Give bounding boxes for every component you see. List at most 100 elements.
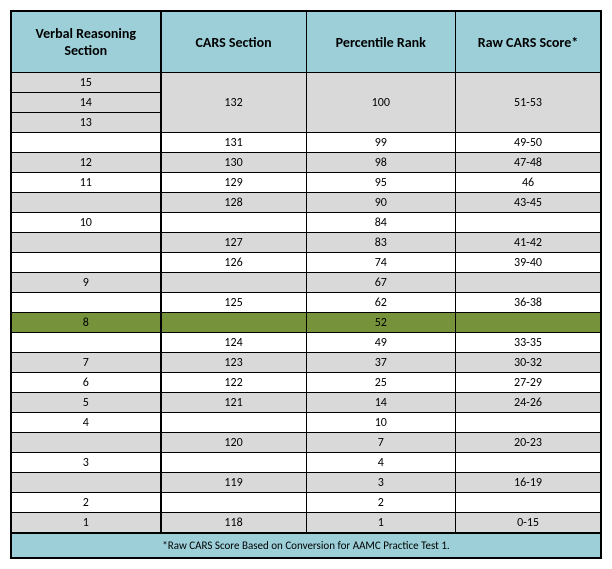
table-row: 119316-19: [11, 473, 601, 493]
table-cell: 10: [306, 413, 456, 433]
table-cell: 4: [11, 413, 161, 433]
table-cell: 74: [306, 253, 456, 273]
table-cell: 118: [161, 513, 306, 534]
table-cell: 125: [161, 293, 306, 313]
table-row: 1256236-38: [11, 293, 601, 313]
table-cell: [161, 273, 306, 293]
table-cell: [11, 133, 161, 153]
table-row: 1278341-42: [11, 233, 601, 253]
table-row: 34: [11, 453, 601, 473]
score-conversion-table: Verbal Reasoning Section CARS Section Pe…: [10, 10, 602, 559]
table-cell: 11: [11, 173, 161, 193]
table-row: 111299546: [11, 173, 601, 193]
table-cell: 12: [11, 153, 161, 173]
table-cell: 131: [161, 133, 306, 153]
table-row: 51211424-26: [11, 393, 601, 413]
table-row: 71233730-32: [11, 353, 601, 373]
table-cell: [11, 193, 161, 213]
table-cell: 15: [11, 73, 161, 93]
table-cell: 7: [11, 353, 161, 373]
table-cell: 52: [306, 313, 456, 333]
table-cell: 6: [11, 373, 161, 393]
table-cell: 49-50: [456, 133, 601, 153]
table-cell: 1: [306, 513, 456, 534]
table-cell: 3: [11, 453, 161, 473]
table-cell: 95: [306, 173, 456, 193]
footnote-text: *Raw CARS Score Based on Conversion for …: [11, 533, 601, 558]
table-cell: [11, 433, 161, 453]
table-row: 9 67: [11, 273, 601, 293]
table-cell: 9: [11, 273, 161, 293]
table-cell: 83: [306, 233, 456, 253]
table-cell: 99: [306, 133, 456, 153]
table-row: 120720-23: [11, 433, 601, 453]
table-cell: [161, 453, 306, 473]
table-row: 22: [11, 493, 601, 513]
table-cell: 10: [11, 213, 161, 233]
header-raw-cars-score: Raw CARS Score*: [456, 11, 601, 73]
table-cell: 43-45: [456, 193, 601, 213]
header-cars-section: CARS Section: [161, 11, 306, 73]
table-row: 8 52: [11, 313, 601, 333]
table-row: 121309847-48: [11, 153, 601, 173]
table-cell: 20-23: [456, 433, 601, 453]
table-cell: 130: [161, 153, 306, 173]
table-row: 10 84: [11, 213, 601, 233]
table-cell: 25: [306, 373, 456, 393]
table-cell: 5: [11, 393, 161, 413]
table-cell: 98: [306, 153, 456, 173]
table-cell: 121: [161, 393, 306, 413]
table-cell: 33-35: [456, 333, 601, 353]
table-cell: 124: [161, 333, 306, 353]
table-cell: 120: [161, 433, 306, 453]
table-row: 111810-15: [11, 513, 601, 534]
table-cell: 49: [306, 333, 456, 353]
table-cell: 123: [161, 353, 306, 373]
table-cell: [456, 453, 601, 473]
table-cell: 84: [306, 213, 456, 233]
table-cell: 13: [11, 113, 161, 133]
table-cell: 122: [161, 373, 306, 393]
table-cell: 27-29: [456, 373, 601, 393]
table-cell: [161, 213, 306, 233]
table-row: 4 10: [11, 413, 601, 433]
footnote-row: *Raw CARS Score Based on Conversion for …: [11, 533, 601, 558]
table-cell: [456, 413, 601, 433]
table-cell: [161, 313, 306, 333]
table-cell: [11, 293, 161, 313]
table-cell: 30-32: [456, 353, 601, 373]
table-cell: 119: [161, 473, 306, 493]
table-cell: [456, 213, 601, 233]
table-cell: 14: [306, 393, 456, 413]
table-row: 1289043-45: [11, 193, 601, 213]
table-cell: 41-42: [456, 233, 601, 253]
table-cell: 14: [11, 93, 161, 113]
header-row: Verbal Reasoning Section CARS Section Pe…: [11, 11, 601, 73]
table-cell: [161, 493, 306, 513]
table-cell: [456, 273, 601, 293]
table-row: 61222527-29: [11, 373, 601, 393]
table-cell: [11, 233, 161, 253]
table-cell: [456, 493, 601, 513]
table-row: 1267439-40: [11, 253, 601, 273]
table-row: 1319949-50: [11, 133, 601, 153]
table-cell: [11, 253, 161, 273]
table-cell: 90: [306, 193, 456, 213]
table-cell: 16-19: [456, 473, 601, 493]
table-cell: 0-15: [456, 513, 601, 534]
table-cell: [456, 313, 601, 333]
table-cell: [11, 473, 161, 493]
table-cell: 8: [11, 313, 161, 333]
header-percentile-rank: Percentile Rank: [306, 11, 456, 73]
table-cell: 2: [11, 493, 161, 513]
table-cell: 39-40: [456, 253, 601, 273]
table-cell: 47-48: [456, 153, 601, 173]
table-cell: 62: [306, 293, 456, 313]
table-cell: 129: [161, 173, 306, 193]
table-cell: 132: [161, 73, 306, 133]
table-row: 1513210051-53: [11, 73, 601, 93]
table-cell: 127: [161, 233, 306, 253]
header-verbal-reasoning: Verbal Reasoning Section: [11, 11, 161, 73]
table-cell: 67: [306, 273, 456, 293]
table-cell: 36-38: [456, 293, 601, 313]
